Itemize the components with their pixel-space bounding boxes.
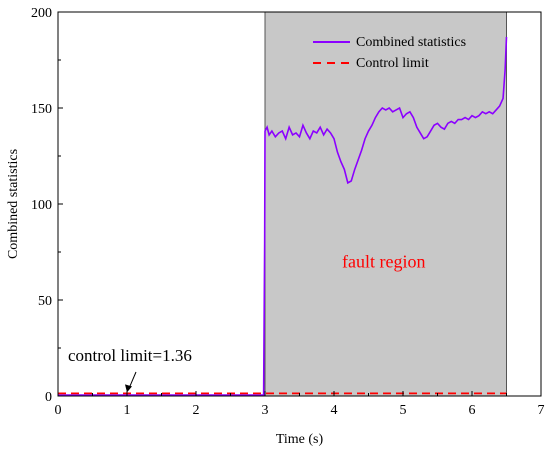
fault-region-shade — [264, 11, 507, 397]
x-axis: 0 1 2 3 4 5 6 7 — [55, 391, 545, 418]
fault-region — [264, 11, 507, 397]
y-tick-label: 100 — [31, 198, 52, 213]
series-layer — [58, 36, 508, 396]
x-tick-label: 7 — [538, 403, 545, 418]
fault-region-label: fault region — [342, 252, 425, 272]
legend-label-limit: Control limit — [356, 56, 429, 71]
control-limit-annotation: control limit=1.36 — [68, 346, 192, 365]
legend-label-combined: Combined statistics — [356, 35, 466, 50]
x-axis-title: Time (s) — [276, 432, 324, 447]
y-tick-label: 0 — [45, 390, 52, 405]
y-tick-label: 150 — [31, 102, 52, 117]
legend: Combined statistics Control limit — [313, 35, 466, 71]
x-tick-label: 6 — [469, 403, 476, 418]
annotations: control limit=1.36 fault region — [68, 252, 425, 393]
x-tick-label: 1 — [124, 403, 131, 418]
x-tick-label: 5 — [400, 403, 407, 418]
x-tick-label: 3 — [262, 403, 269, 418]
y-tick-label: 50 — [38, 294, 52, 309]
annotation-arrow — [128, 371, 137, 389]
y-tick-label: 200 — [31, 6, 52, 21]
y-axis-title: Combined statistics — [6, 149, 21, 259]
y-axis: 0 50 100 150 200 — [31, 6, 63, 405]
x-tick-label: 4 — [331, 403, 338, 418]
x-tick-label: 0 — [55, 403, 62, 418]
series-line-combined-statistics — [58, 36, 508, 396]
annotation-arrowhead — [125, 384, 132, 393]
x-tick-label: 2 — [193, 403, 200, 418]
